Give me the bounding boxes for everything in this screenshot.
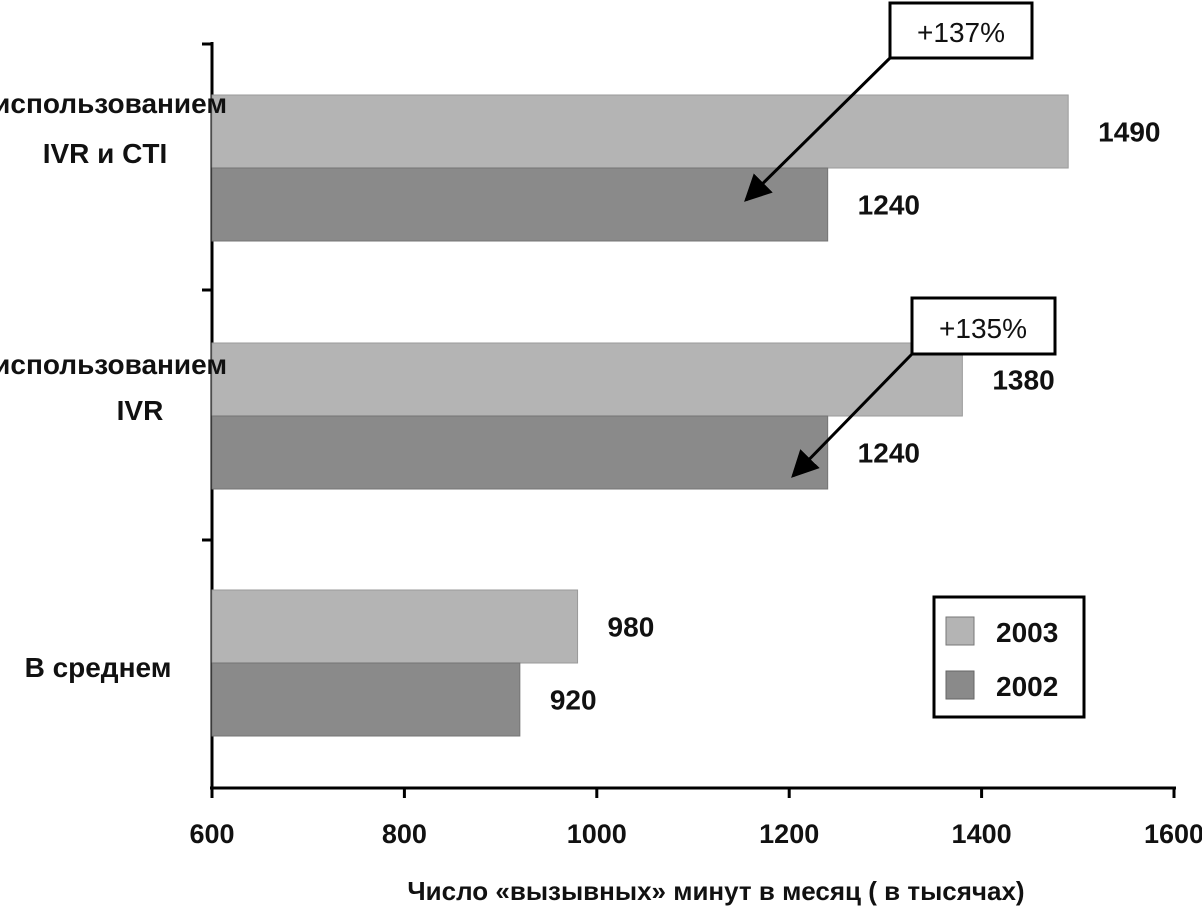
value-label-2002-1: 1240 — [858, 438, 920, 469]
value-labels-group: 1490 1240 1380 1240 980 920 — [550, 117, 1161, 716]
x-axis-title: Число «вызывных» минут в месяц ( в тысяч… — [407, 876, 1024, 906]
x-tick-label: 800 — [382, 819, 427, 849]
value-label-2003-1: 1380 — [992, 365, 1054, 396]
value-label-2003-2: 980 — [608, 612, 655, 643]
value-label-2002-2: 920 — [550, 685, 597, 716]
value-label-2003-0: 1490 — [1098, 117, 1160, 148]
bar-2002-1 — [211, 415, 829, 490]
category-label: IVR — [117, 395, 164, 426]
annotation-arrow — [791, 352, 914, 478]
legend: 2003 2002 — [932, 595, 1086, 719]
annotation-box — [888, 1, 1034, 60]
annotation-arrow — [744, 56, 892, 202]
bars-group — [211, 94, 1069, 737]
value-label-2002-0: 1240 — [858, 190, 920, 221]
x-tick-label: 1000 — [567, 819, 627, 849]
category-labels: Сиспользованием IVR и CTI Сиспользование… — [0, 88, 227, 683]
legend-label-2003: 2003 — [996, 617, 1058, 648]
annotation-text: +135% — [939, 313, 1027, 344]
bar-2003-2 — [211, 589, 579, 664]
x-tick-label: 1200 — [759, 819, 819, 849]
bar-2002-0 — [211, 167, 829, 242]
x-tick-label: 1400 — [952, 819, 1012, 849]
x-axis-ticks: 600 800 1000 1200 1400 1600 — [189, 788, 1202, 849]
x-tick-label: 1600 — [1144, 819, 1202, 849]
legend-swatch-2003 — [945, 616, 975, 646]
annotation-text: +137% — [917, 17, 1005, 48]
bar-2003-1 — [211, 342, 963, 417]
category-label: В среднем — [25, 652, 172, 683]
legend-label-2002: 2002 — [996, 671, 1058, 702]
legend-swatch-2002 — [945, 670, 975, 700]
bar-2002-2 — [211, 662, 521, 737]
category-label: Сиспользованием — [0, 349, 227, 380]
category-label: Сиспользованием — [0, 88, 227, 119]
bar-2003-0 — [211, 94, 1069, 169]
category-label: IVR и CTI — [43, 138, 168, 169]
annotation-box — [910, 296, 1057, 356]
annotation-135: +135% — [791, 296, 1057, 478]
x-tick-label: 600 — [189, 819, 234, 849]
annotation-137: +137% — [744, 1, 1034, 202]
